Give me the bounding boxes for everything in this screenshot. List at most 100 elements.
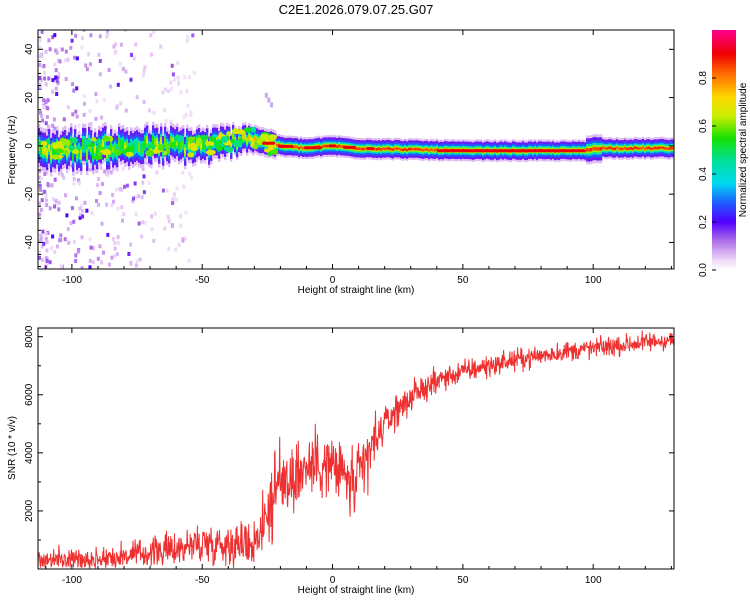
spectrogram-hotspot xyxy=(204,141,215,146)
spectrogram-band-cell xyxy=(164,139,167,144)
spectrogram-y-axis-label: Frequency (Hz) xyxy=(7,116,18,185)
spectrogram-noise-cell xyxy=(42,63,46,68)
spectrogram-hotspot xyxy=(61,139,71,146)
spectrogram-noise-cell xyxy=(62,175,66,180)
spectrogram-band-cell xyxy=(162,148,165,154)
spectrogram-noise-cell xyxy=(181,237,185,243)
spectrogram-hotspot xyxy=(157,144,164,151)
spectrogram-noise-cell xyxy=(40,244,44,249)
spectrogram-noise-cell xyxy=(72,177,76,181)
spectrogram-noise-cell xyxy=(141,73,145,78)
snr-x-tick-label: 0 xyxy=(330,575,336,586)
spectrogram-band-cell xyxy=(394,147,397,150)
spectrogram-noise-cell xyxy=(88,62,92,67)
spectrogram-band-cell xyxy=(150,147,153,152)
spectrogram-hotspot xyxy=(145,149,154,157)
spectrogram-noise-cell xyxy=(97,176,101,181)
spectrogram-band-cell xyxy=(648,146,651,150)
spectrogram-noise-cell xyxy=(66,105,70,110)
spectrogram-noise-cell xyxy=(88,167,92,172)
spectrogram-noise-cell xyxy=(73,170,77,175)
spectrogram-noise-cell xyxy=(182,184,186,189)
spectrogram-hotspot xyxy=(270,148,279,155)
spectrogram-noise-cell xyxy=(44,121,48,126)
spectrogram-noise-cell xyxy=(71,112,75,117)
spectrogram-band-cell xyxy=(644,147,647,151)
spectrogram-noise-cell xyxy=(42,241,46,246)
spectrogram-noise-cell xyxy=(48,260,52,265)
spectrogram-noise-cell xyxy=(72,88,76,93)
spectrogram-band-cell xyxy=(424,148,427,151)
snr-y-tick-label: 8000 xyxy=(24,325,35,348)
spectrogram-noise-cell xyxy=(153,211,157,216)
spectrogram-noise-cell xyxy=(59,238,63,242)
spectrogram-frame xyxy=(37,29,675,270)
spectrogram-band-cell xyxy=(138,145,141,150)
spectrogram-band-cell xyxy=(434,148,437,152)
spectrogram-noise-cell xyxy=(53,33,57,38)
spectrogram-noise-cell xyxy=(51,35,55,40)
snr-series-line xyxy=(38,330,674,569)
spectrogram-hotspot xyxy=(208,136,215,143)
spectrogram-noise-cell xyxy=(94,92,98,97)
spectrogram-noise-cell xyxy=(82,112,86,117)
spectrogram-noise-cell xyxy=(89,33,93,38)
spectrogram-noise-cell xyxy=(98,244,102,249)
spectrogram-band-cell xyxy=(668,147,671,151)
colorbar-label: Normalized spectral amplitude xyxy=(738,82,749,217)
spectrogram-hotspot xyxy=(108,135,114,142)
spectrogram-noise-cell xyxy=(124,30,128,32)
spectrogram-hotspot xyxy=(252,144,259,150)
spectrogram-band-cell xyxy=(50,152,53,158)
spectrogram-band-cell xyxy=(218,142,221,147)
spectrogram-noise-cell xyxy=(66,57,70,62)
spectrogram-noise-cell xyxy=(40,113,44,118)
spectrogram-noise-cell xyxy=(39,187,43,192)
spectrogram-hotspot xyxy=(244,127,252,133)
spectrogram-band-cell xyxy=(70,141,73,147)
spectrogram-band-cell xyxy=(130,144,133,149)
spectrogram-noise-cell xyxy=(95,199,98,203)
spectrogram-band-cell xyxy=(430,148,433,151)
spectrogram-noise-cell xyxy=(53,62,57,67)
spectrogram-noise-cell xyxy=(44,193,48,198)
spectrogram-noise-cell xyxy=(43,76,47,81)
spectrogram-noise-cell xyxy=(111,237,115,241)
spectrogram-band-cell xyxy=(102,141,105,147)
spectrogram-band-cell xyxy=(250,137,253,141)
spectrogram-noise-cell xyxy=(44,99,48,104)
spectrogram-noise-cell xyxy=(185,38,189,43)
spectrogram-noise-cell xyxy=(38,76,42,80)
spectrogram-noise-cell xyxy=(110,255,114,260)
spectrogram-noise-cell xyxy=(38,38,42,43)
spectrogram-noise-cell xyxy=(134,195,138,200)
spectrogram-noise-cell xyxy=(89,245,93,250)
snr-plot-area xyxy=(38,328,674,569)
spectrogram-noise-cell xyxy=(75,86,79,91)
spectrogram-band-cell xyxy=(300,145,303,149)
spectrogram-noise-cell xyxy=(123,184,126,189)
spectrogram-noise-cell xyxy=(48,206,52,211)
spectrogram-band-cell xyxy=(274,143,277,147)
spectrogram-noise-cell xyxy=(39,84,42,89)
spectrogram-band-cell xyxy=(182,140,185,146)
spectrogram-noise-cell xyxy=(56,244,59,249)
spectrogram-band-cell xyxy=(612,147,615,151)
snr-panel: -100 -50 0 50 100 2000 4000 6000 8000 Height of … xyxy=(7,325,675,596)
spectrogram-noise-cell xyxy=(38,212,42,217)
spectrogram-band-cell xyxy=(296,145,299,149)
spectrogram-noise-cell xyxy=(67,240,71,245)
spectrogram-noise-cell xyxy=(125,183,129,188)
spectrogram-hotspot xyxy=(176,135,185,143)
spectrogram-band-cell xyxy=(380,148,383,151)
spectrogram-noise-cell xyxy=(38,201,42,206)
spectrogram-hotspot xyxy=(125,151,134,158)
spectrogram-band-cell xyxy=(134,144,137,149)
spectrogram-noise-cell xyxy=(185,89,189,94)
spectrogram-noise-cell xyxy=(172,77,176,82)
spectrogram-hotspot xyxy=(190,145,198,152)
spectrogram-band-cell xyxy=(180,142,183,148)
spectrogram-noise-cell xyxy=(41,118,44,123)
spectrogram-noise-cell xyxy=(54,198,58,203)
spectrogram-noise-cell xyxy=(149,33,153,38)
